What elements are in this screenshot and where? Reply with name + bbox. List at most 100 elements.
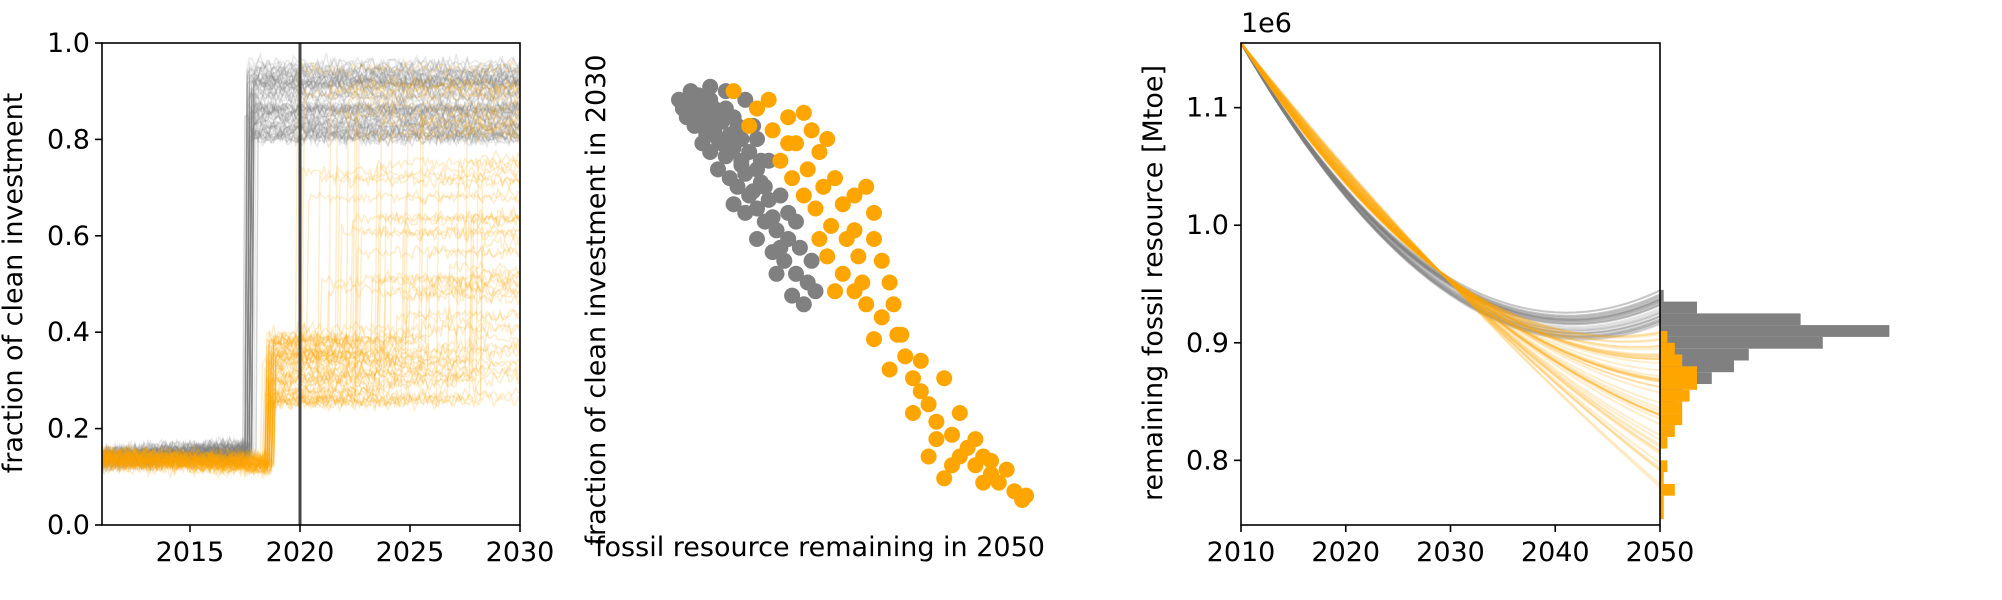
gray-trajectory <box>102 124 520 466</box>
x-tick-label: 2020 <box>266 537 335 568</box>
orange-scatter-point <box>780 135 797 152</box>
gray-trajectory <box>102 127 520 461</box>
orange-scatter-point <box>799 161 816 178</box>
orange-trajectory <box>102 363 520 468</box>
gray-trajectory <box>102 97 520 468</box>
gray-trajectory <box>102 71 520 470</box>
gray-scatter-point <box>741 144 758 160</box>
gray-scatter-point <box>702 144 719 160</box>
orange-trajectory <box>102 350 520 473</box>
gray-trajectory <box>102 94 520 466</box>
gray-trajectory <box>102 74 520 463</box>
y-tick-label: 0.0 <box>47 510 90 541</box>
gray-scatter-point <box>764 209 781 226</box>
gray-resource-line <box>1240 42 1661 325</box>
orange-trajectory <box>102 334 520 469</box>
orange-resource-line <box>1240 42 1661 351</box>
gray-trajectory <box>102 70 520 468</box>
gray-resource-line <box>1240 42 1661 338</box>
orange-scatter-point <box>795 187 812 204</box>
panel1-ticks: 2015 2020 2025 2030 0.0 0.2 0.4 0.6 0.8 1.0 <box>47 28 554 568</box>
gray-trajectory <box>102 81 520 461</box>
orange-trajectory <box>102 268 520 473</box>
orange-resource-line <box>1240 42 1661 383</box>
gray-scatter-point <box>784 287 801 304</box>
orange-resource-line <box>1240 42 1661 380</box>
gray-resource-line <box>1240 42 1661 337</box>
gray-resource-line <box>1240 42 1661 338</box>
orange-histogram-bar <box>1660 389 1690 402</box>
gray-trajectory <box>102 84 520 465</box>
gray-trajectory <box>102 64 520 463</box>
gray-scatter-point <box>682 83 699 100</box>
orange-trajectory <box>102 185 520 474</box>
gray-trajectory <box>102 71 520 469</box>
orange-trajectory <box>102 271 520 466</box>
orange-scatter-point <box>944 426 960 443</box>
orange-resource-line <box>1240 42 1661 417</box>
orange-trajectory <box>102 367 520 470</box>
panel1-ylabel: fraction of clean investment <box>0 93 29 474</box>
orange-trajectory <box>102 72 520 470</box>
orange-trajectory <box>102 162 520 472</box>
gray-trajectory <box>102 115 520 458</box>
gray-resource-line <box>1240 42 1661 330</box>
orange-trajectory <box>102 307 520 467</box>
gray-resource-line <box>1240 42 1661 339</box>
gray-scatter-point <box>690 104 707 121</box>
orange-scatter-point <box>905 370 921 387</box>
gray-resource-line <box>1240 42 1661 321</box>
orange-scatter-point <box>834 196 851 213</box>
y-tick-label: 1.1 <box>1186 93 1229 124</box>
orange-histogram-bar <box>1660 401 1683 414</box>
orange-trajectory <box>102 318 520 469</box>
orange-scatter-point <box>803 122 820 139</box>
orange-resource-line <box>1240 42 1661 349</box>
gray-trajectory <box>102 122 520 459</box>
gray-scatter-point <box>702 78 719 95</box>
orange-scatter-point <box>858 178 875 195</box>
orange-resource-line <box>1240 42 1661 381</box>
orange-trajectory <box>102 156 520 475</box>
orange-trajectory <box>102 124 520 468</box>
y-tick-label: 0.8 <box>1186 445 1229 476</box>
orange-trajectory <box>102 211 520 471</box>
orange-trajectory <box>102 76 520 470</box>
gray-trajectory <box>102 70 520 473</box>
gray-trajectory <box>102 98 520 471</box>
gray-trajectory <box>102 123 520 467</box>
x-tick-label: 2010 <box>1207 537 1276 568</box>
orange-resource-line <box>1240 42 1661 441</box>
panel1-frame <box>101 42 521 526</box>
gray-scatter-point <box>772 239 789 256</box>
orange-trajectory <box>102 220 520 474</box>
gray-histogram-bar <box>1660 301 1697 314</box>
gray-scatter-point <box>772 187 789 204</box>
orange-trajectory <box>102 168 520 478</box>
orange-trajectory <box>102 188 520 478</box>
gray-scatter-point <box>768 265 785 282</box>
gray-trajectory <box>102 119 520 470</box>
orange-scatter-point <box>920 448 937 465</box>
gray-scatter-point <box>674 100 691 117</box>
orange-trajectory <box>102 113 520 478</box>
gray-scatter-point <box>749 200 765 217</box>
orange-scatter-point <box>834 265 851 282</box>
orange-histogram-bar <box>1660 366 1697 379</box>
gray-trajectory <box>102 61 520 466</box>
gray-resource-line <box>1240 42 1661 319</box>
orange-resource-line <box>1240 42 1661 364</box>
panel3-ticks: 2010 2020 2030 2040 2050 0.8 0.9 1.0 1.1 <box>1186 93 1694 568</box>
gray-trajectory <box>102 108 520 465</box>
gray-trajectory <box>102 111 520 466</box>
orange-resource-line <box>1240 42 1660 358</box>
orange-resource-line <box>1240 42 1661 426</box>
gray-scatter-point <box>725 196 742 213</box>
gray-histogram-bar <box>1660 325 1890 337</box>
gray-resource-line <box>1240 42 1661 331</box>
orange-trajectory <box>102 59 520 463</box>
y-tick-label: 0.4 <box>47 317 90 348</box>
gray-scatter-point <box>788 265 804 282</box>
gray-resource-line <box>1240 42 1661 326</box>
orange-scatter-point <box>764 122 781 139</box>
